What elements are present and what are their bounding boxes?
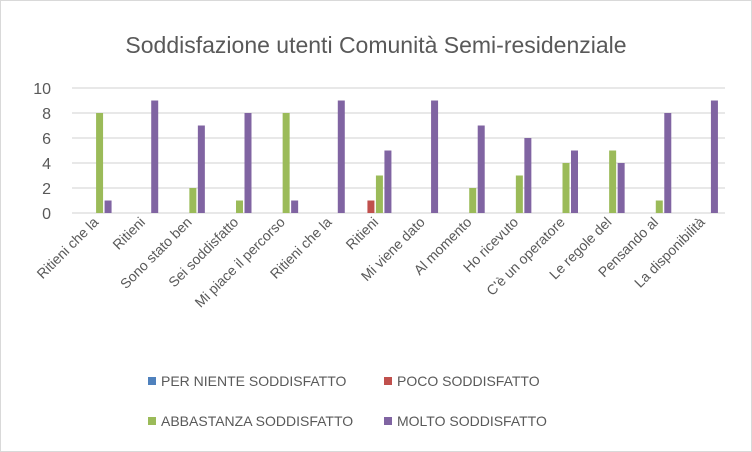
bar-abbastanza-soddisfatto	[469, 188, 477, 213]
bar-molto-soddisfatto	[524, 138, 532, 213]
y-tick-label: 2	[42, 181, 51, 198]
bar-poco-soddisfatto	[367, 200, 375, 213]
legend-swatch	[148, 417, 156, 425]
bar-molto-soddisfatto	[104, 200, 112, 213]
bar-abbastanza-soddisfatto	[236, 200, 243, 213]
bar-molto-soddisfatto	[477, 125, 485, 213]
legend-swatch	[148, 377, 156, 385]
bar-molto-soddisfatto	[431, 100, 439, 213]
bar-abbastanza-soddisfatto	[375, 175, 383, 213]
y-tick-label: 6	[42, 131, 51, 148]
bar-molto-soddisfatto	[291, 200, 299, 213]
legend-swatch	[384, 417, 392, 425]
bar-molto-soddisfatto	[151, 100, 159, 213]
bar-molto-soddisfatto	[197, 125, 205, 213]
bar-molto-soddisfatto	[710, 100, 718, 213]
x-tick-label: C'è un operatore	[483, 214, 568, 299]
bar-molto-soddisfatto	[384, 150, 392, 213]
legend-label: POCO SODDISFATTO	[397, 373, 540, 389]
bar-abbastanza-soddisfatto	[189, 188, 197, 213]
legend-swatch	[384, 377, 392, 385]
legend-label: PER NIENTE SODDISFATTO	[161, 373, 347, 389]
x-tick-label: Mi piace il percorso	[191, 214, 288, 311]
bar-molto-soddisfatto	[571, 150, 578, 213]
x-tick-label: Ritieni	[109, 214, 148, 253]
y-tick-label: 8	[42, 106, 51, 123]
bar-molto-soddisfatto	[337, 100, 345, 213]
bar-abbastanza-soddisfatto	[282, 113, 290, 213]
bar-abbastanza-soddisfatto	[562, 163, 570, 213]
bar-abbastanza-soddisfatto	[515, 175, 523, 213]
y-tick-label: 4	[42, 156, 51, 173]
x-tick-label: Ritieni	[342, 214, 381, 253]
y-tick-label: 0	[42, 206, 51, 223]
bar-molto-soddisfatto	[664, 113, 672, 213]
bar-molto-soddisfatto	[617, 163, 625, 213]
x-tick-label: Ritieni che la	[33, 214, 101, 282]
bar-abbastanza-soddisfatto	[609, 150, 617, 213]
bar-abbastanza-soddisfatto	[96, 113, 104, 213]
legend-label: ABBASTANZA SODDISFATTO	[161, 413, 353, 429]
chart-title: Soddisfazione utenti Comunità Semi-resid…	[125, 32, 626, 58]
bar-abbastanza-soddisfatto	[655, 200, 663, 213]
bar-molto-soddisfatto	[244, 113, 252, 213]
y-tick-label: 10	[33, 81, 51, 98]
legend-label: MOLTO SODDISFATTO	[397, 413, 547, 429]
